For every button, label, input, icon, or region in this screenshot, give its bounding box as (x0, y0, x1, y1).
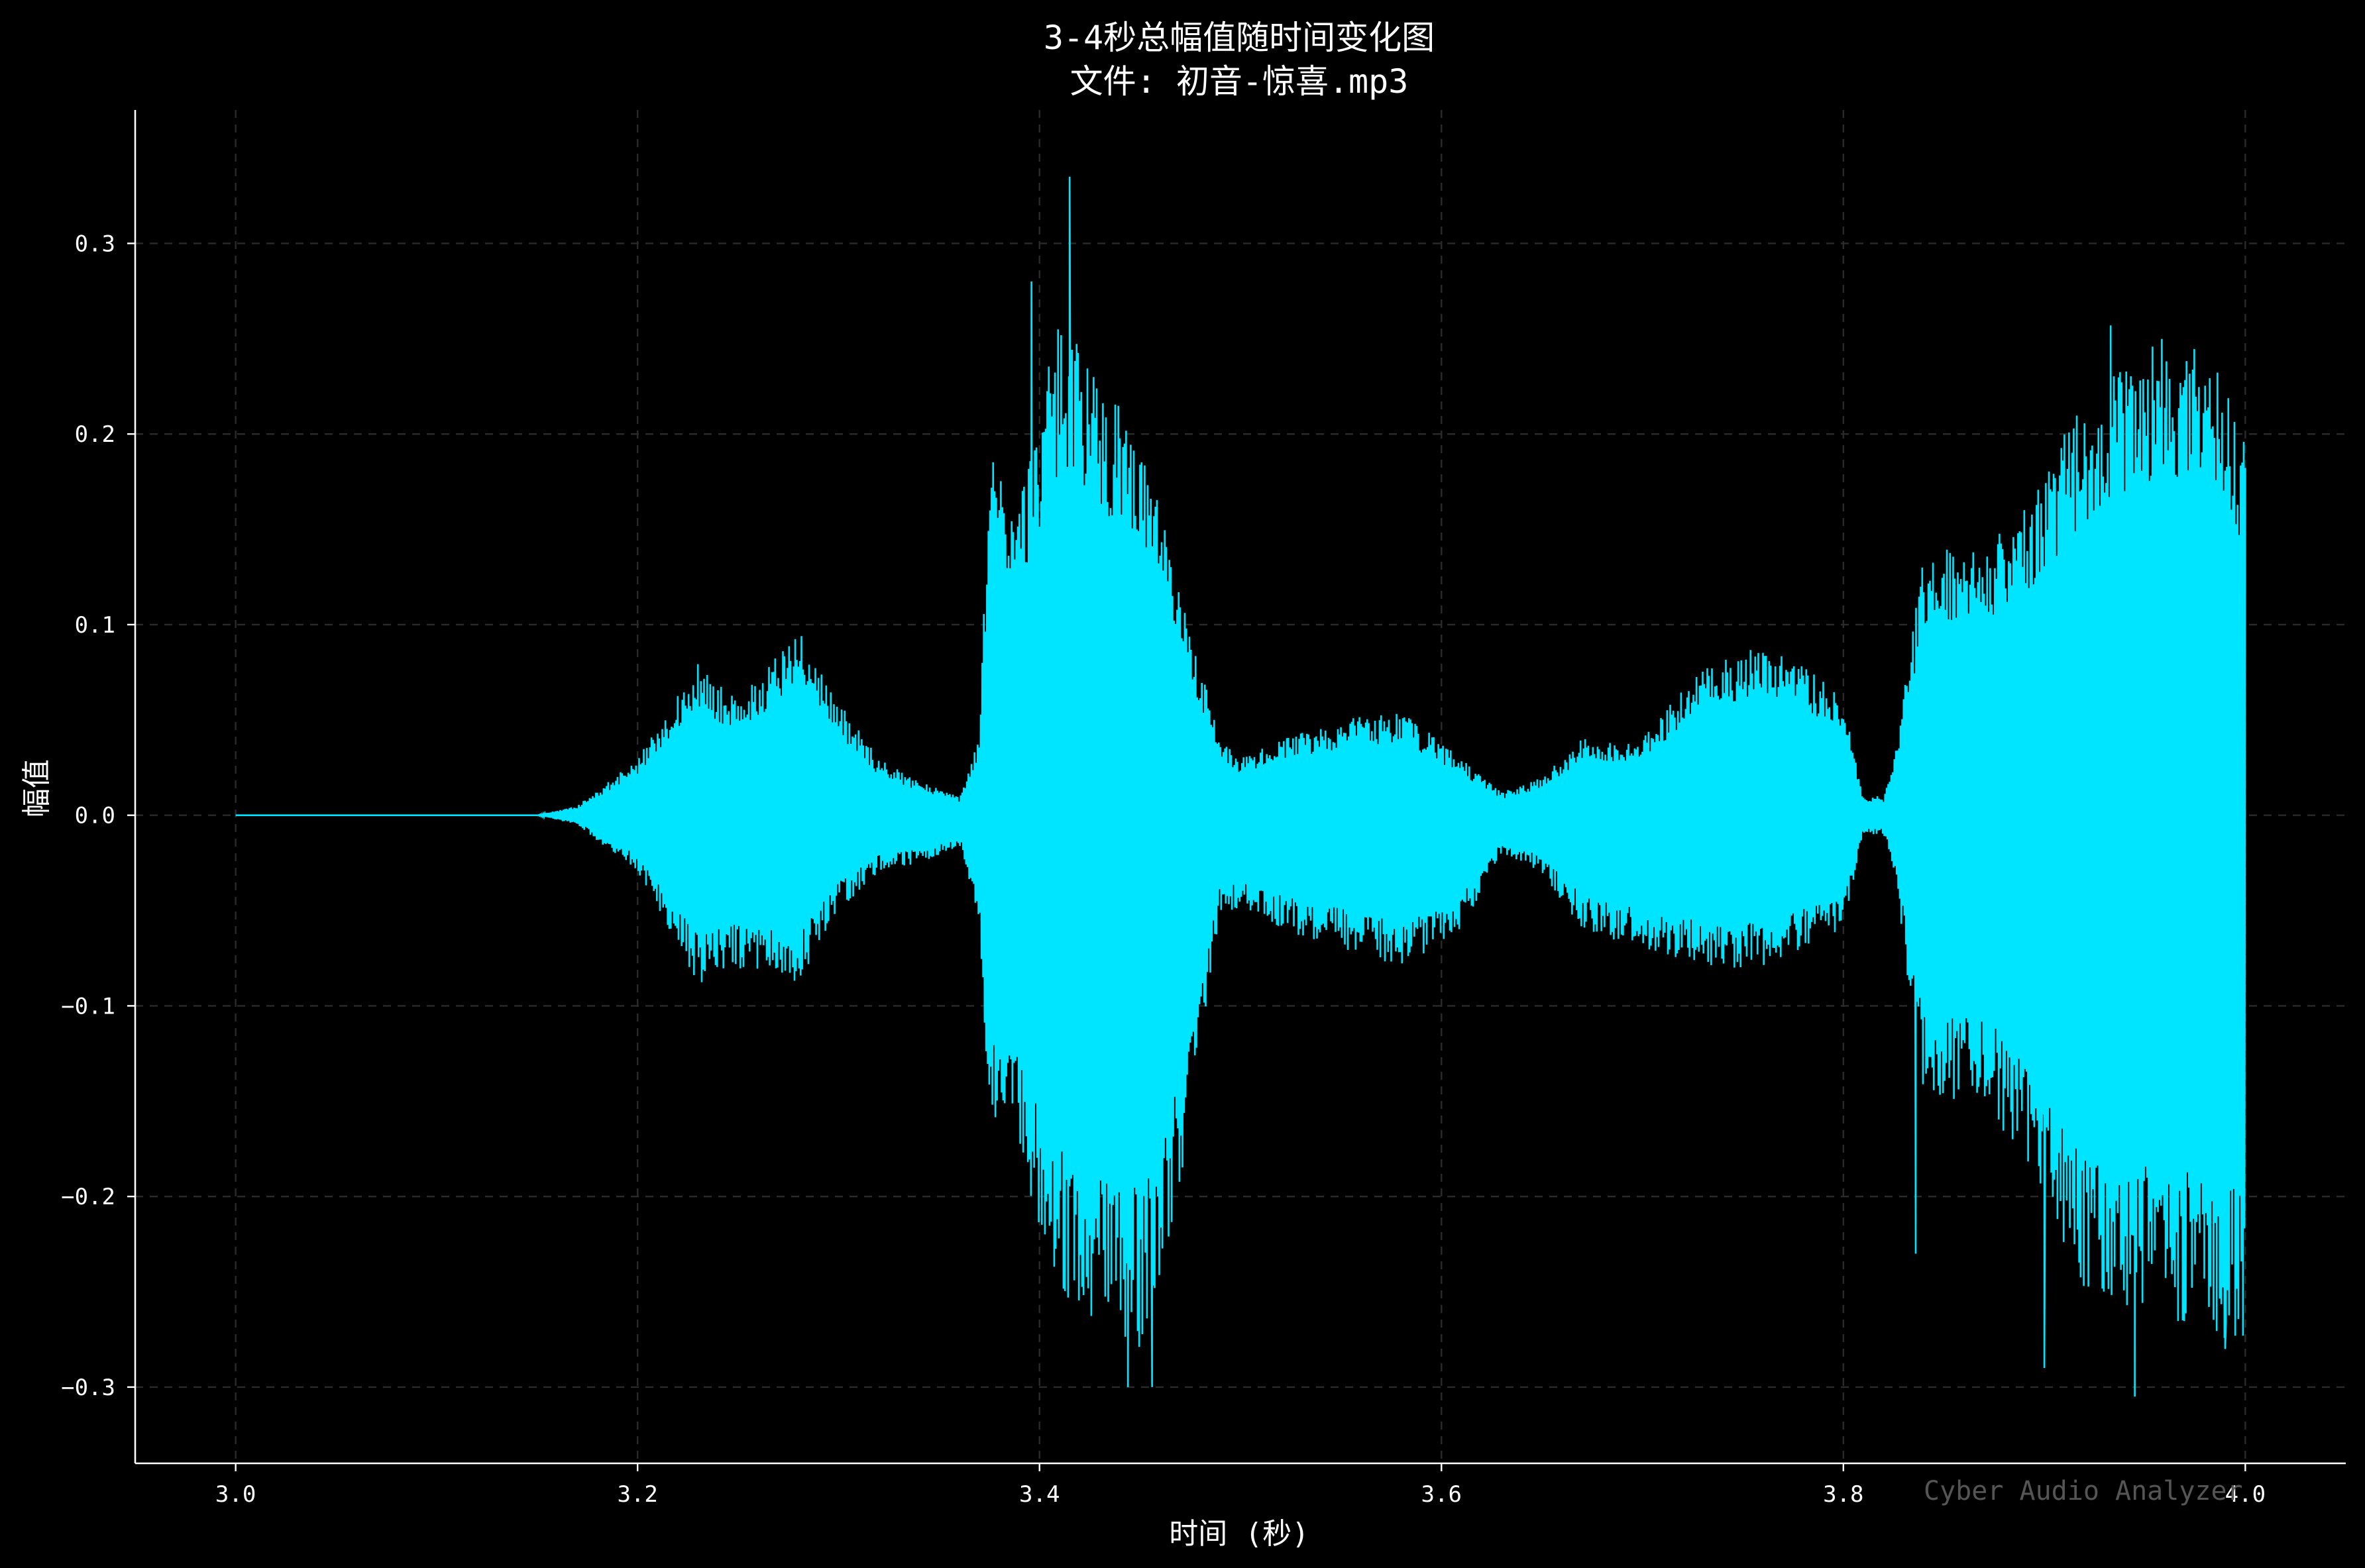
y-tick-label: 0.0 (75, 803, 115, 829)
x-tick-label: 3.8 (1823, 1481, 1863, 1508)
x-tick-label: 3.2 (617, 1481, 657, 1508)
y-tick-label: −0.2 (61, 1184, 115, 1210)
series-layer (235, 176, 2246, 1397)
waveform-series-line (235, 176, 2246, 1397)
x-tick-label: 3.6 (1421, 1481, 1462, 1508)
x-axis-label: 时间 (秒) (1169, 1517, 1309, 1551)
chart-title: 3-4秒总幅值随时间变化图 (1044, 19, 1435, 57)
y-tick-label: −0.3 (61, 1375, 115, 1401)
chart-subtitle: 文件: 初音-惊喜.mp3 (1070, 62, 1409, 101)
y-tick-label: 0.3 (75, 231, 115, 257)
x-tick-label: 3.4 (1019, 1481, 1060, 1508)
y-tick-label: −0.1 (61, 993, 115, 1019)
x-tick-label: 4.0 (2225, 1481, 2266, 1508)
y-ticks: −0.3 −0.2 −0.1 0.0 0.1 0.2 0.3 (61, 231, 135, 1401)
y-tick-label: 0.1 (75, 612, 115, 639)
watermark-text: Cyber Audio Analyzer (1924, 1476, 2243, 1506)
y-tick-label: 0.2 (75, 421, 115, 448)
x-tick-label: 3.0 (215, 1481, 256, 1508)
axes (134, 110, 2346, 1465)
y-axis-label: 幅值 (20, 759, 54, 817)
x-ticks: 3.0 3.2 3.4 3.6 3.8 4.0 (215, 1463, 2266, 1508)
